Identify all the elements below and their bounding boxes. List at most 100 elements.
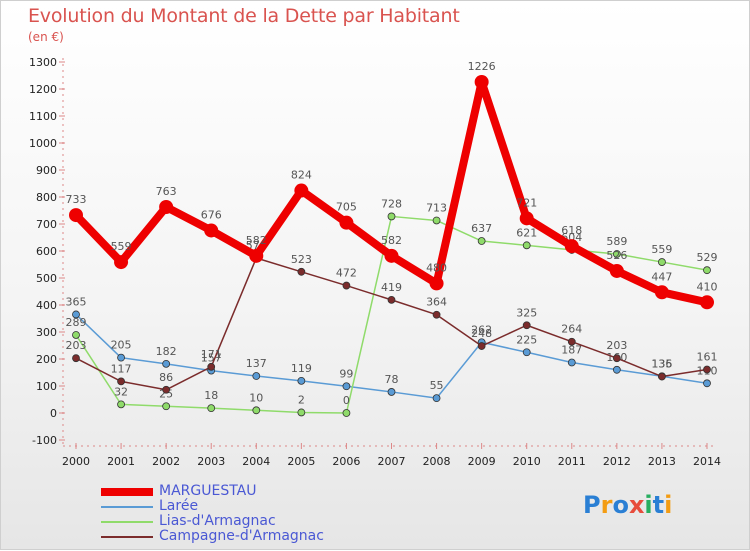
data-point (522, 348, 531, 357)
data-label: 248 (471, 327, 492, 340)
data-point (700, 295, 714, 310)
logo-letter: o (612, 491, 629, 519)
data-point (114, 255, 129, 270)
data-point (117, 377, 125, 386)
legend-swatch (101, 536, 153, 538)
y-tick-label: 800 (36, 191, 57, 204)
data-label: 582 (246, 234, 267, 247)
data-label: 676 (201, 208, 222, 221)
data-label: 472 (336, 267, 357, 280)
data-point (252, 372, 261, 380)
data-point (72, 310, 80, 319)
data-label: 187 (561, 344, 582, 357)
data-point (612, 365, 621, 374)
data-label: 824 (291, 169, 312, 182)
chart-title: Evolution du Montant de la Dette par Hab… (28, 5, 460, 27)
data-point (429, 276, 444, 291)
data-point (342, 382, 351, 391)
data-point (703, 365, 711, 374)
data-point (522, 241, 531, 250)
data-label: 289 (66, 316, 87, 329)
data-label: 410 (697, 280, 718, 293)
data-point (117, 353, 125, 362)
data-label: 55 (430, 379, 444, 392)
y-tick-label: 1100 (29, 110, 57, 123)
legend-label: Campagne-d'Armagnac (159, 528, 324, 544)
y-tick-label: 600 (36, 245, 57, 258)
data-point (477, 237, 486, 245)
data-label: 559 (111, 240, 132, 253)
data-label: 117 (111, 362, 132, 375)
y-tick-label: 900 (36, 164, 57, 177)
data-point (703, 266, 711, 275)
y-tick-label: 1200 (29, 83, 57, 96)
data-label: 99 (339, 367, 353, 380)
y-tick-label: 200 (36, 353, 57, 366)
data-point (384, 248, 399, 263)
x-tick-label: 2011 (558, 455, 586, 468)
data-point (342, 409, 351, 417)
data-point (567, 337, 576, 346)
data-label: 78 (385, 373, 399, 386)
x-tick-label: 2014 (693, 455, 721, 468)
data-label: 447 (651, 270, 672, 283)
x-tick-label: 2013 (648, 455, 676, 468)
data-point (162, 359, 171, 368)
x-tick-label: 2009 (468, 455, 496, 468)
data-point (474, 74, 489, 89)
data-point (658, 258, 666, 266)
legend-swatch (101, 488, 153, 496)
legend-label: MARGUESTAU (159, 483, 257, 499)
data-label: 182 (156, 345, 177, 358)
data-label: 621 (516, 226, 537, 239)
data-label: 559 (651, 243, 672, 256)
legend-label: Lias-d'Armagnac (159, 513, 276, 529)
data-label: 365 (66, 295, 87, 308)
proxiti-logo: Proxiti (583, 491, 672, 519)
data-point (387, 295, 396, 304)
data-label: 325 (516, 306, 537, 319)
logo-letter: r (600, 491, 613, 519)
data-point (342, 281, 351, 290)
data-label: 364 (426, 296, 447, 309)
data-point (117, 400, 125, 409)
data-point (612, 354, 621, 363)
y-tick-label: 400 (36, 299, 57, 312)
data-point (703, 379, 711, 388)
data-label: 733 (66, 193, 87, 206)
data-label: 480 (426, 261, 447, 274)
x-tick-label: 2000 (62, 455, 90, 468)
data-point (72, 331, 80, 339)
x-tick-label: 2012 (603, 455, 631, 468)
data-label: 205 (111, 339, 132, 352)
data-point (252, 406, 261, 415)
data-point (162, 385, 171, 394)
data-label: 763 (156, 185, 177, 198)
data-point (432, 310, 441, 319)
x-tick-label: 2003 (197, 455, 225, 468)
data-label: 526 (606, 249, 627, 262)
data-point (159, 199, 174, 214)
data-label: 705 (336, 201, 357, 214)
data-point (297, 408, 306, 417)
logo-letter: P (583, 491, 601, 519)
y-tick-label: 1300 (29, 56, 57, 69)
x-tick-label: 2002 (152, 455, 180, 468)
legend-swatch (101, 521, 153, 523)
data-label: 135 (651, 358, 672, 371)
data-label: 713 (426, 201, 447, 214)
x-tick-label: 2001 (107, 455, 135, 468)
logo-letter: t (652, 491, 665, 519)
data-label: 262 (471, 323, 492, 336)
x-tick-label: 2006 (332, 455, 360, 468)
legend-label: Larée (159, 498, 199, 514)
data-point (339, 215, 354, 230)
data-point (609, 263, 624, 278)
data-point (207, 362, 216, 371)
data-point (387, 212, 396, 221)
logo-letter: x (628, 491, 645, 519)
logo-letter: i (664, 491, 673, 519)
data-point (72, 354, 80, 363)
data-point (522, 321, 531, 330)
